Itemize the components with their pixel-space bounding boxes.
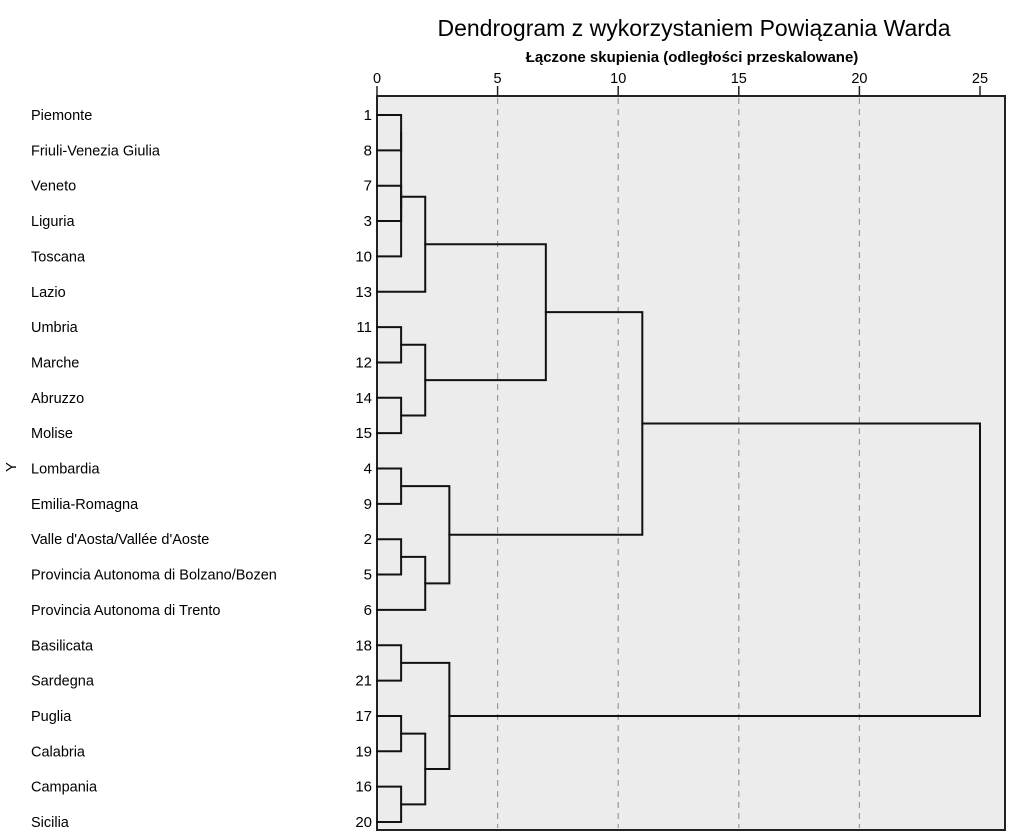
- leaf-case-number: 20: [355, 814, 372, 831]
- leaf-label: Abruzzo: [31, 391, 84, 407]
- leaf-label: Emilia-Romagna: [31, 497, 139, 513]
- leaf-label: Molise: [31, 426, 73, 442]
- leaf-label: Friuli-Venezia Giulia: [31, 143, 161, 159]
- leaf-label: Valle d'Aosta/Vallée d'Aoste: [31, 532, 209, 548]
- leaf-case-number: 16: [355, 779, 372, 796]
- leaf-case-number: 3: [364, 213, 372, 230]
- leaf-label: Campania: [31, 780, 98, 796]
- leaf-case-number: 14: [355, 390, 372, 407]
- dendrogram-links: [376, 114, 981, 823]
- leaf-label: Piemonte: [31, 108, 92, 124]
- leaf-label: Provincia Autonoma di Bolzano/Bozen: [31, 568, 277, 584]
- leaf-label: Calabria: [31, 744, 86, 760]
- leaf-case-number: 12: [355, 354, 372, 371]
- x-tick-label: 10: [610, 71, 626, 87]
- x-tick-label: 0: [373, 71, 381, 87]
- leaf-case-number: 1: [364, 107, 372, 124]
- leaf-label: Puglia: [31, 709, 72, 725]
- dendrogram-link: [448, 422, 981, 717]
- leaf-labels: Piemonte 1 Friuli-Venezia Giulia 8 Veneto 7 Li…: [31, 107, 372, 831]
- chart-title: Dendrogram z wykorzystaniem Powiązania W…: [437, 15, 950, 41]
- leaf-case-number: 8: [364, 142, 372, 159]
- leaf-case-number: 19: [355, 743, 372, 760]
- plot-area: [376, 95, 1006, 831]
- x-axis-title: Łączone skupienia (odległości przeskalow…: [526, 49, 859, 66]
- leaf-label: Veneto: [31, 179, 76, 195]
- leaf-label: Toscana: [31, 249, 86, 265]
- leaf-case-number: 9: [364, 496, 372, 513]
- grid-lines: [497, 98, 861, 828]
- leaf-case-number: 21: [355, 673, 372, 690]
- dendrogram-link: [376, 184, 403, 209]
- x-axis-ticks: 0 5 10 15 20 25: [373, 71, 988, 96]
- leaf-label: Liguria: [31, 214, 75, 230]
- leaf-case-number: 17: [355, 708, 372, 725]
- y-axis-label: Y: [3, 462, 20, 472]
- leaf-case-number: 10: [355, 248, 372, 265]
- leaf-case-number: 5: [364, 567, 372, 584]
- x-tick-label: 5: [494, 71, 502, 87]
- leaf-case-number: 6: [364, 602, 372, 619]
- leaf-case-number: 11: [356, 319, 372, 336]
- leaf-label: Marche: [31, 355, 79, 371]
- x-tick-label: 25: [972, 71, 988, 87]
- x-tick-label: 20: [851, 71, 867, 87]
- leaf-case-number: 4: [364, 461, 372, 478]
- leaf-label: Basilicata: [31, 638, 94, 654]
- leaf-label: Sicilia: [31, 815, 70, 831]
- leaf-case-number: 2: [364, 531, 372, 548]
- leaf-case-number: 15: [355, 425, 372, 442]
- leaf-case-number: 18: [355, 637, 372, 654]
- leaf-case-number: 7: [364, 178, 372, 195]
- leaf-case-number: 13: [355, 284, 372, 301]
- leaf-label: Sardegna: [31, 674, 95, 690]
- leaf-label: Provincia Autonoma di Trento: [31, 603, 220, 619]
- x-tick-label: 15: [731, 71, 747, 87]
- leaf-label: Umbria: [31, 320, 79, 336]
- leaf-label: Lazio: [31, 285, 66, 301]
- leaf-label: Lombardia: [31, 462, 100, 478]
- dendrogram-link: [376, 131, 403, 258]
